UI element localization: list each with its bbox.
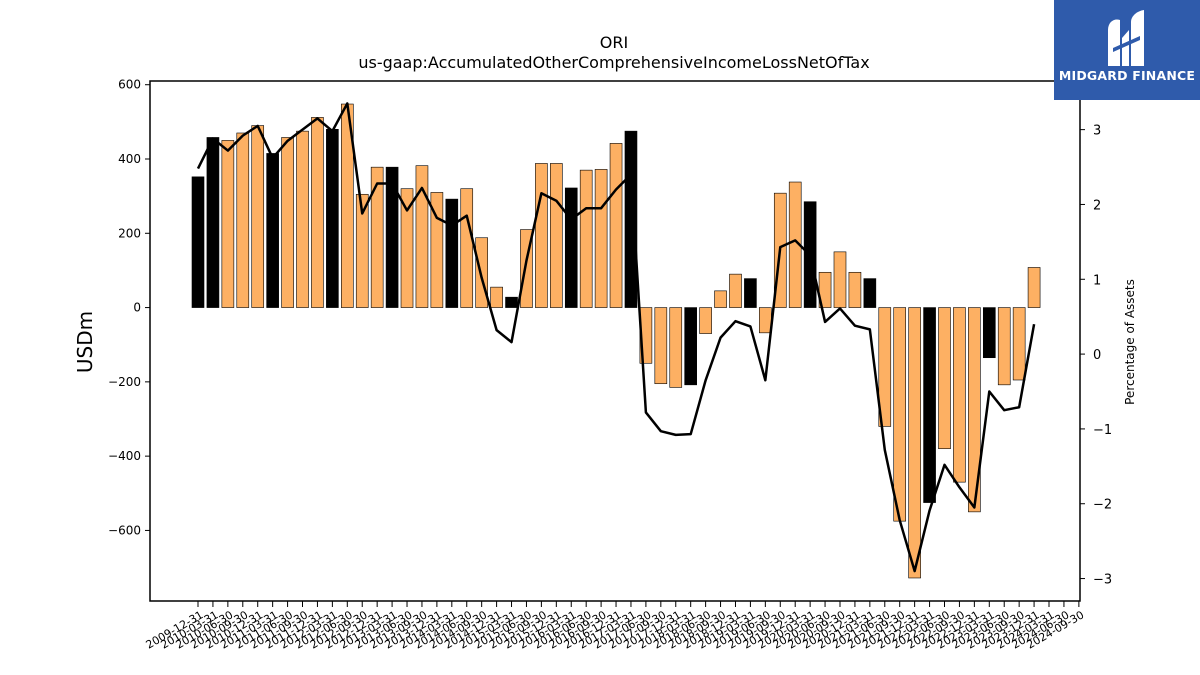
bar <box>415 165 429 308</box>
y-tick-label: 200 <box>118 226 141 240</box>
bar <box>460 188 474 308</box>
chart-subtitle: us-gaap:AccumulatedOtherComprehensiveInc… <box>358 53 869 72</box>
bar <box>490 286 503 308</box>
bar <box>968 307 981 513</box>
bar <box>221 140 235 308</box>
bar <box>445 198 459 308</box>
bar <box>1027 267 1041 308</box>
bar <box>759 307 772 334</box>
y2-tick-label: 3 <box>1093 124 1101 139</box>
bar <box>191 176 205 308</box>
bar <box>579 169 593 308</box>
bar <box>400 188 414 308</box>
y-tick-label: −200 <box>108 375 141 389</box>
y-tick-label: 600 <box>118 78 141 92</box>
bar <box>206 137 220 308</box>
bar <box>311 117 324 308</box>
bar <box>848 271 862 308</box>
y2-tick-label: 0 <box>1093 348 1101 363</box>
bar <box>236 132 250 308</box>
bar <box>714 290 727 308</box>
y-tick-label: −400 <box>108 449 141 463</box>
y2-tick-label: −2 <box>1093 498 1112 513</box>
bar <box>296 130 309 308</box>
bar <box>624 130 638 308</box>
y2-axis-label: Percentage of Assets <box>1123 279 1137 405</box>
bar <box>266 153 279 308</box>
bar <box>938 307 951 450</box>
bar <box>355 193 369 308</box>
y2-tick-label: −3 <box>1093 573 1112 588</box>
y-tick-label: 0 <box>133 301 141 315</box>
bar <box>430 192 444 308</box>
bar <box>997 307 1011 386</box>
bar <box>1012 307 1026 381</box>
bar <box>893 307 907 522</box>
bar <box>669 307 683 388</box>
y2-tick-label: −1 <box>1093 423 1112 438</box>
y-tick-label: −600 <box>108 523 141 537</box>
bar <box>281 137 294 308</box>
bar <box>654 307 668 385</box>
bar <box>535 163 548 308</box>
bar <box>953 307 966 483</box>
brand-logo: MIDGARD FINANCE <box>1054 0 1200 100</box>
bar <box>923 307 936 503</box>
bar <box>878 307 892 427</box>
logo-text: MIDGARD FINANCE <box>1058 68 1196 83</box>
bar <box>684 307 697 386</box>
bar <box>370 166 384 308</box>
bar <box>505 296 518 308</box>
bar <box>609 143 623 308</box>
bar <box>326 128 339 308</box>
bar <box>908 307 921 579</box>
bar <box>251 125 265 308</box>
logo-mark-icon <box>1108 10 1144 66</box>
bar <box>982 307 996 359</box>
bar <box>564 187 578 308</box>
bar <box>594 169 608 308</box>
bar <box>863 278 877 308</box>
y2-tick-label: 2 <box>1093 198 1101 213</box>
chart-title: ORI <box>600 33 628 52</box>
plot-frame <box>149 80 1081 602</box>
bar <box>833 251 847 308</box>
bar <box>744 278 757 308</box>
bar <box>550 163 563 308</box>
bar <box>699 307 712 334</box>
bar <box>385 166 399 308</box>
plot-area: 6004002000−200−400−6003210−1−2−32009-12-… <box>108 78 1112 652</box>
y2-tick-label: 1 <box>1093 273 1101 288</box>
y-tick-label: 400 <box>118 152 141 166</box>
y-axis-label: USDm <box>73 311 97 373</box>
percentage-line <box>196 102 1036 573</box>
bar <box>729 273 742 308</box>
